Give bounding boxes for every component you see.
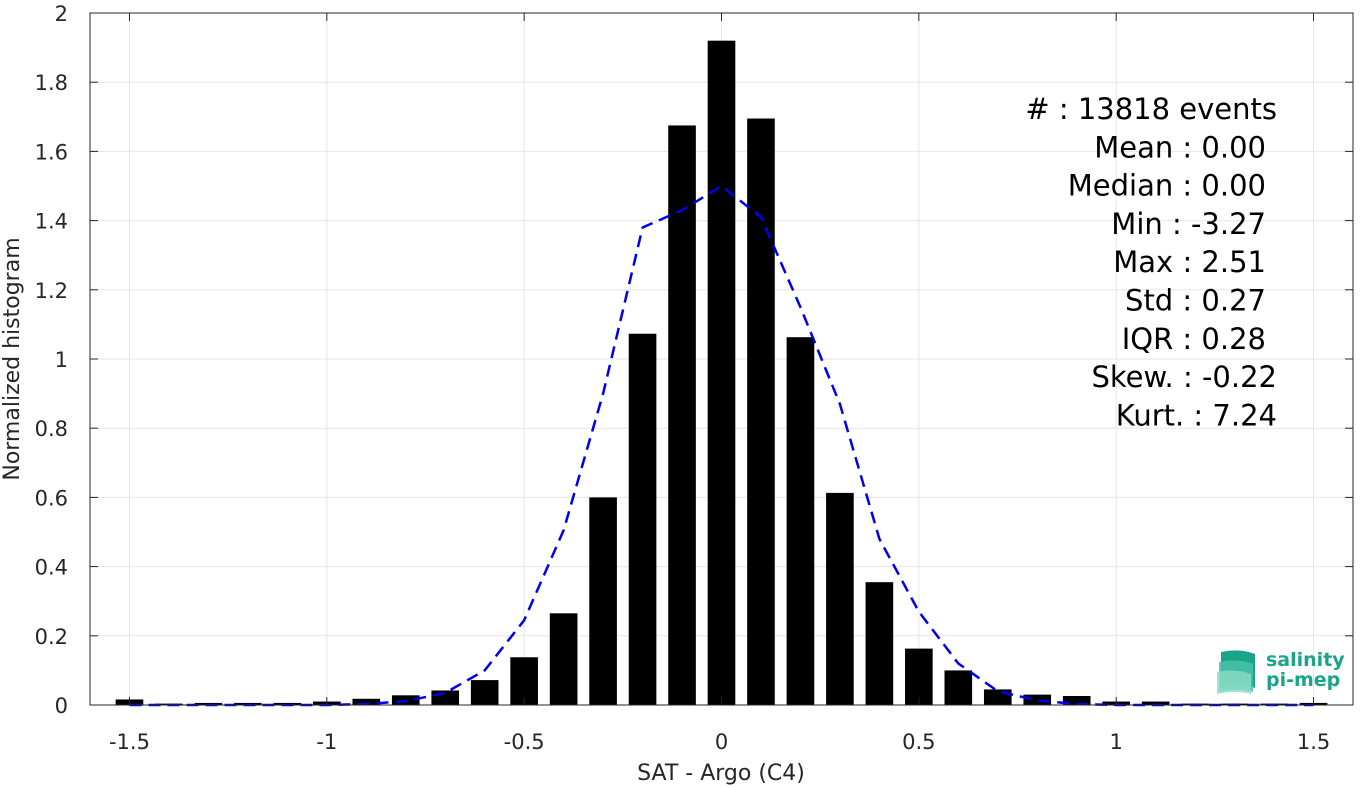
stat-line: IQR : 0.28 — [1122, 322, 1266, 356]
y-tick-label: 1.8 — [35, 71, 68, 95]
y-tick-label: 1.2 — [35, 279, 68, 303]
histogram-bar — [431, 690, 460, 705]
logo-line1: salinity — [1266, 649, 1345, 671]
stat-line: Kurt. : 7.24 — [1116, 398, 1277, 432]
y-tick-label: 0.8 — [35, 417, 68, 441]
x-tick-label: -1 — [316, 730, 337, 754]
logo-line2: pi-mep — [1266, 669, 1340, 691]
y-tick-label: 1 — [55, 348, 68, 372]
tick-labels: -1.5 -1 -0.5 0 0.5 1 1.5 0 0.2 0.4 0.6 0.8 1 1.2 1.4 1.… — [35, 2, 1331, 754]
x-tick-label: 0 — [715, 730, 728, 754]
axes — [89, 12, 1354, 706]
stat-line: Max : 2.51 — [1113, 245, 1266, 279]
histogram-bar — [944, 670, 973, 705]
histogram-bar — [628, 333, 657, 705]
y-tick-label: 1.4 — [35, 210, 68, 234]
x-tick-label: 0.5 — [902, 730, 935, 754]
histogram-bar — [668, 125, 696, 705]
stat-line: # : 13818 events — [1025, 92, 1277, 126]
histogram-bar — [589, 497, 617, 705]
histogram-bar — [1141, 701, 1170, 705]
stat-line: Mean : 0.00 — [1094, 130, 1266, 164]
y-tick-label: 0.4 — [35, 556, 68, 580]
histogram-bars — [115, 40, 1328, 706]
histogram-bar — [865, 582, 894, 705]
stat-line: Std : 0.27 — [1125, 284, 1266, 318]
histogram-bar — [707, 40, 736, 706]
histogram-bar — [905, 648, 933, 705]
x-tick-label: 1 — [1110, 730, 1123, 754]
y-tick-label: 0.6 — [35, 486, 68, 510]
histogram-bar — [786, 337, 815, 705]
statistics-annotation: # : 13818 events Mean : 0.00 Median : 0.00… — [1025, 92, 1277, 432]
histogram-bar — [1023, 694, 1052, 705]
x-axis-label: SAT - Argo (C4) — [637, 761, 805, 786]
histogram-bar — [983, 689, 1012, 705]
x-tick-label: 1.5 — [1297, 730, 1330, 754]
histogram-bar — [826, 492, 854, 705]
y-tick-label: 1.6 — [35, 140, 68, 164]
stat-line: Min : -3.27 — [1111, 207, 1266, 241]
y-tick-label: 2 — [55, 2, 68, 26]
histogram-bar — [747, 118, 775, 705]
histogram-bar — [470, 680, 499, 705]
histogram-bar — [1062, 696, 1091, 705]
histogram-bar — [549, 613, 578, 705]
y-tick-label: 0.2 — [35, 625, 68, 649]
histogram-bar — [352, 698, 381, 705]
logo-mark-icon — [1217, 650, 1255, 694]
y-axis-label: Normalized histogram — [0, 237, 25, 480]
y-tick-label: 0 — [55, 694, 68, 718]
stat-line: Median : 0.00 — [1068, 169, 1266, 203]
salinity-pi-mep-logo: salinity pi-mep — [1217, 649, 1345, 694]
x-tick-label: -0.5 — [504, 730, 545, 754]
x-tick-label: -1.5 — [109, 730, 150, 754]
stat-line: Skew. : -0.22 — [1091, 360, 1277, 394]
